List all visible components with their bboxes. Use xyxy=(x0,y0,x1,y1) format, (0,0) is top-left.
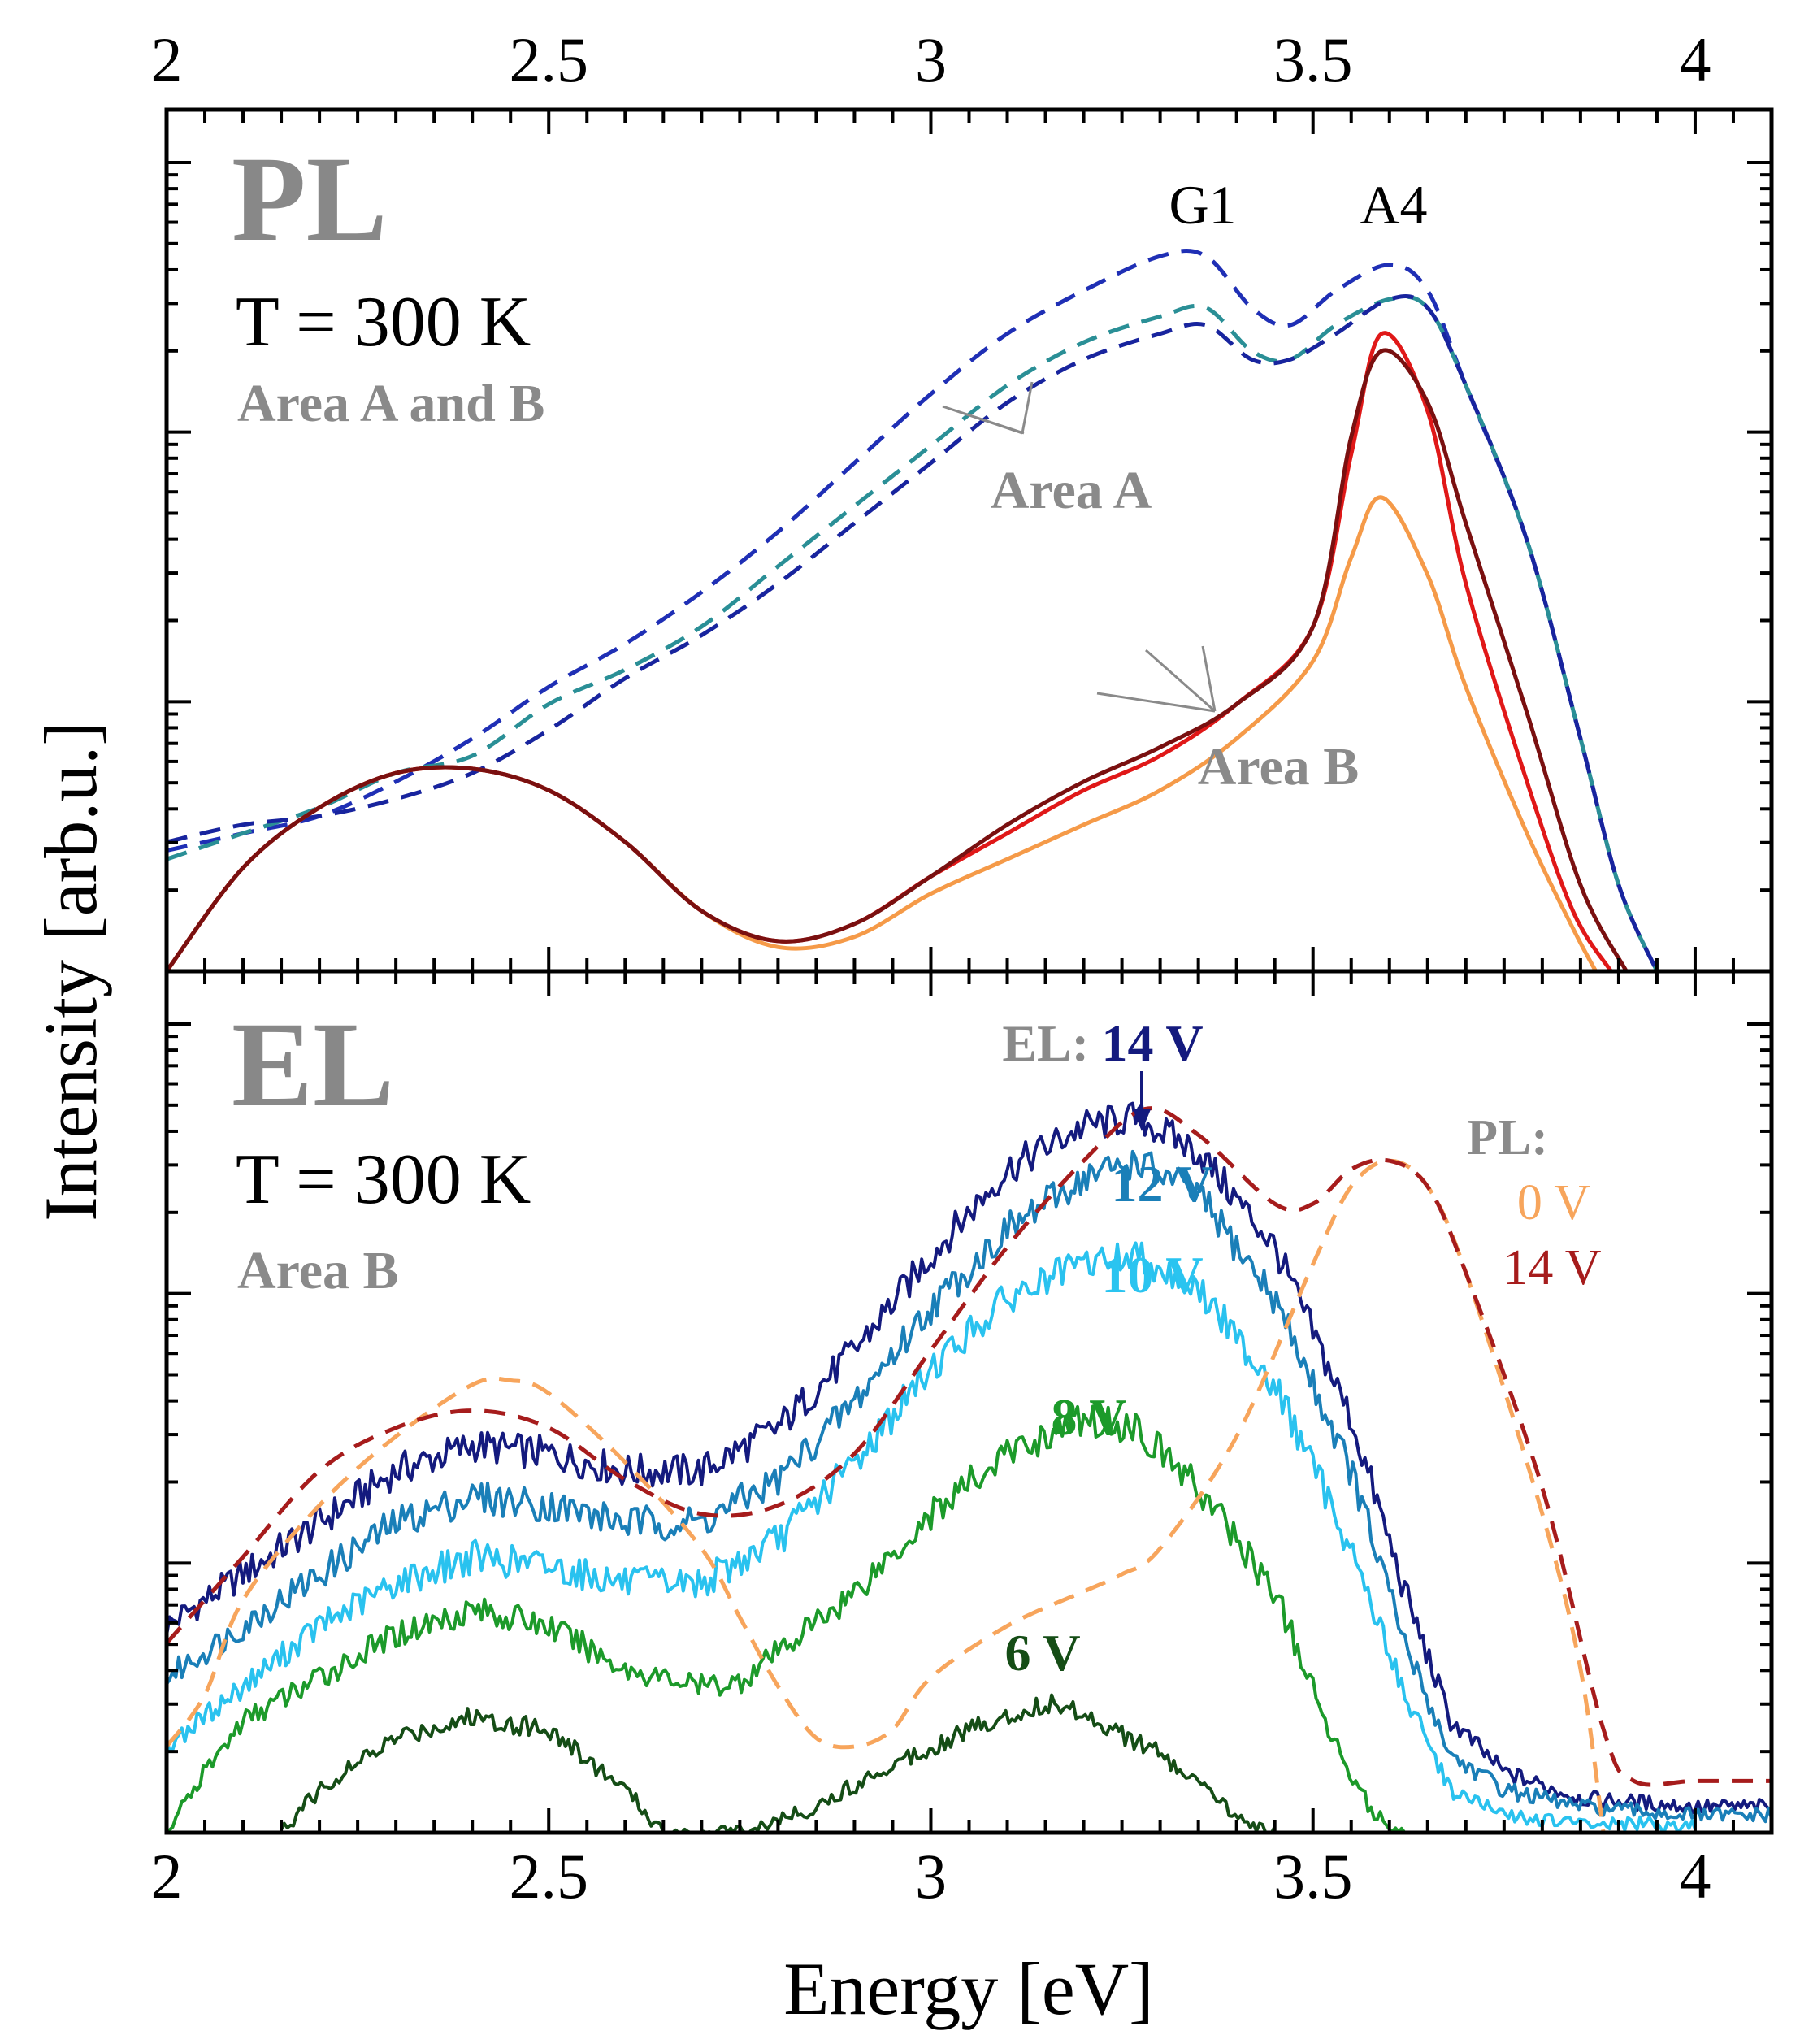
el-10v-label: 10 V xyxy=(1101,1246,1203,1304)
area-a-pointer xyxy=(942,381,1034,435)
area-a-label: Area A xyxy=(991,461,1152,520)
pl-panel-title: PL xyxy=(232,132,388,267)
el-14v-arrow xyxy=(1133,1071,1151,1131)
el-8v-label: 8 V xyxy=(1051,1388,1126,1446)
pl-temperature-label: T = 300 K xyxy=(236,283,531,362)
top-x-tick-label: 3 xyxy=(915,24,947,95)
pl-series-group xyxy=(167,249,1659,971)
top-x-tick-labels: 2 2.5 3 3.5 4 xyxy=(151,24,1711,95)
el-series-group xyxy=(167,1101,1772,1833)
bottom-x-tick-labels: 2 2.5 3 3.5 4 xyxy=(151,1841,1711,1912)
pl-0v-label: 0 V xyxy=(1517,1175,1590,1230)
el-panel-title: EL xyxy=(232,997,394,1132)
el-12v-label: 12 V xyxy=(1111,1155,1212,1213)
pl-area-a-3-line xyxy=(167,294,1659,971)
bottom-x-tick-label: 2 xyxy=(151,1841,183,1912)
bottom-x-tick-label: 2.5 xyxy=(509,1841,588,1912)
pl-prefix-label: PL: xyxy=(1467,1110,1548,1165)
peak-label-g1: G1 xyxy=(1169,174,1236,236)
top-x-tick-label: 2 xyxy=(151,24,183,95)
peak-label-a4: A4 xyxy=(1360,174,1427,236)
bottom-x-tick-label: 3 xyxy=(915,1841,947,1912)
el-prefix-label: EL: xyxy=(1002,1014,1089,1072)
pl-area-b-3-line xyxy=(167,348,1629,971)
el-subtitle: Area B xyxy=(237,1241,399,1300)
pl-14v-label: 14 V xyxy=(1503,1240,1601,1295)
bottom-x-tick-label: 4 xyxy=(1679,1841,1711,1912)
el-14v-label: 14 V xyxy=(1101,1014,1203,1072)
pl-subtitle: Area A and B xyxy=(237,374,544,433)
el-panel-pl-14-v-line xyxy=(167,1106,1772,1787)
el-6v-label: 6 V xyxy=(1004,1624,1080,1682)
top-x-tick-label: 4 xyxy=(1679,24,1711,95)
el-panel-el-10-v-line xyxy=(167,1241,1697,1833)
area-b-label: Area B xyxy=(1198,737,1360,796)
bottom-x-tick-label: 3.5 xyxy=(1273,1841,1353,1912)
area-b-pointer xyxy=(1096,645,1217,713)
el-temperature-label: T = 300 K xyxy=(236,1140,531,1219)
axis-ticks xyxy=(167,110,1772,1833)
x-axis-title: Energy [eV] xyxy=(783,1947,1154,2030)
el-panel-el-12-v-line xyxy=(167,1149,1772,1824)
top-x-tick-label: 2.5 xyxy=(509,24,588,95)
top-x-tick-label: 3.5 xyxy=(1273,24,1353,95)
el-panel-el-14-v-line xyxy=(167,1101,1772,1815)
y-axis-title: Intensity [arb.u.] xyxy=(29,721,112,1222)
